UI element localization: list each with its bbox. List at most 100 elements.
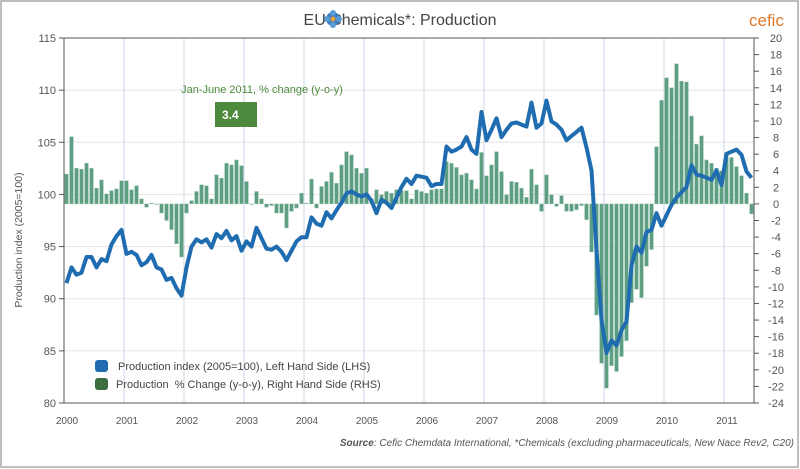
bar-pct-change bbox=[654, 146, 659, 205]
y-left-tick-label: 110 bbox=[38, 85, 56, 97]
bar-pct-change bbox=[179, 203, 184, 258]
bar-pct-change bbox=[299, 192, 304, 205]
bar-pct-change bbox=[294, 203, 299, 209]
bar-pct-change bbox=[334, 182, 339, 205]
x-tick-label: 2011 bbox=[716, 416, 738, 427]
y-right-tick-label: -12 bbox=[768, 298, 784, 310]
bar-pct-change bbox=[669, 87, 674, 205]
cefic-logo-text: cefic bbox=[749, 11, 784, 30]
bar-pct-change bbox=[164, 203, 169, 221]
bar-pct-change bbox=[229, 164, 234, 205]
bar-pct-change bbox=[609, 203, 614, 366]
y-right-tick-label: 18 bbox=[770, 50, 782, 62]
bar-pct-change bbox=[704, 159, 709, 205]
bar-pct-change bbox=[89, 168, 94, 205]
y-left-tick-label: 105 bbox=[38, 137, 56, 149]
bar-pct-change bbox=[714, 168, 719, 205]
bar-pct-change bbox=[209, 198, 214, 205]
bar-pct-change bbox=[719, 170, 724, 205]
bar-pct-change bbox=[504, 194, 509, 205]
bar-pct-change bbox=[574, 203, 579, 210]
bar-pct-change bbox=[514, 182, 519, 205]
line-lhs-production-index bbox=[64, 98, 754, 355]
y-right-tick-label: -20 bbox=[768, 365, 784, 377]
y-right-tick-label: 16 bbox=[770, 66, 782, 78]
bar-pct-change bbox=[744, 192, 749, 205]
x-tick-label: 2008 bbox=[536, 416, 559, 427]
y-left-tick-label: 85 bbox=[44, 346, 56, 358]
legend-swatch-rhs bbox=[95, 378, 108, 390]
bar-pct-change bbox=[454, 167, 459, 205]
bar-pct-change bbox=[69, 136, 74, 205]
y-left-tick-label: 100 bbox=[38, 189, 56, 201]
bar-pct-change bbox=[459, 174, 464, 205]
bar-pct-change bbox=[219, 177, 224, 205]
y-right-tick-label: -22 bbox=[768, 381, 784, 393]
bar-pct-change bbox=[139, 198, 144, 205]
bar-pct-change bbox=[414, 189, 419, 205]
y-left-tick-label: 115 bbox=[38, 33, 56, 45]
bar-pct-change bbox=[144, 203, 149, 208]
x-tick-label: 2007 bbox=[476, 416, 499, 427]
bar-pct-change bbox=[539, 203, 544, 212]
bar-pct-change bbox=[619, 203, 624, 357]
bar-pct-change bbox=[469, 179, 474, 205]
x-tick-label: 2000 bbox=[56, 416, 79, 427]
y-right-tick-label: -6 bbox=[771, 249, 781, 261]
x-tick-label: 2010 bbox=[656, 416, 679, 427]
annotation-value-box bbox=[215, 102, 257, 127]
bar-pct-change bbox=[199, 184, 204, 205]
bar-pct-change bbox=[604, 203, 609, 389]
x-tick-label: 2006 bbox=[416, 416, 439, 427]
bar-pct-change bbox=[354, 168, 359, 205]
bar-pct-change bbox=[314, 203, 319, 209]
bar-pct-change bbox=[699, 135, 704, 205]
bar-pct-change bbox=[689, 115, 694, 205]
bars-rhs bbox=[64, 63, 754, 389]
bar-pct-change bbox=[84, 163, 89, 205]
bar-pct-change bbox=[169, 203, 174, 230]
source-text: : Cefic Chemdata International, *Chemica… bbox=[374, 438, 794, 449]
bar-pct-change bbox=[74, 168, 79, 205]
legend-label-rhs: Production % Change (y-o-y), Right Hand … bbox=[116, 379, 381, 391]
legend: Production index (2005=100), Left Hand S… bbox=[95, 360, 381, 391]
bar-pct-change bbox=[569, 203, 574, 212]
bar-pct-change bbox=[104, 193, 109, 205]
x-tick-label: 2002 bbox=[176, 416, 199, 427]
bar-pct-change bbox=[419, 191, 424, 205]
y-right-tick-label: 10 bbox=[770, 116, 782, 128]
y-right-tick-label: 12 bbox=[770, 99, 782, 111]
y-axis-label: Production index (2005=100) bbox=[13, 172, 25, 307]
bar-pct-change bbox=[239, 165, 244, 205]
bar-pct-change bbox=[324, 181, 329, 205]
bar-pct-change bbox=[494, 151, 499, 205]
bar-pct-change bbox=[259, 198, 264, 205]
cefic-logo bbox=[324, 10, 342, 28]
bar-pct-change bbox=[554, 203, 559, 207]
bar-pct-change bbox=[614, 203, 619, 372]
bar-pct-change bbox=[509, 181, 514, 205]
bar-pct-change bbox=[529, 168, 534, 205]
bar-pct-change bbox=[679, 80, 684, 205]
bar-pct-change bbox=[189, 200, 194, 205]
bar-pct-change bbox=[154, 203, 159, 205]
bar-pct-change bbox=[254, 191, 259, 205]
bar-pct-change bbox=[584, 203, 589, 220]
source-label: Source bbox=[340, 438, 374, 449]
bar-pct-change bbox=[109, 190, 114, 205]
bar-pct-change bbox=[434, 188, 439, 205]
bar-pct-change bbox=[319, 186, 324, 205]
bar-pct-change bbox=[429, 189, 434, 205]
legend-label-lhs: Production index (2005=100), Left Hand S… bbox=[118, 361, 370, 373]
bar-pct-change bbox=[409, 198, 414, 205]
bar-pct-change bbox=[64, 173, 69, 205]
bar-pct-change bbox=[734, 166, 739, 205]
bar-pct-change bbox=[524, 197, 529, 205]
y-right-tick-label: 4 bbox=[773, 166, 779, 178]
y-right-tick-label: -4 bbox=[771, 232, 781, 244]
bar-pct-change bbox=[224, 163, 229, 205]
bar-pct-change bbox=[489, 164, 494, 205]
bar-pct-change bbox=[564, 203, 569, 212]
y-right-tick-label: -16 bbox=[768, 332, 784, 344]
